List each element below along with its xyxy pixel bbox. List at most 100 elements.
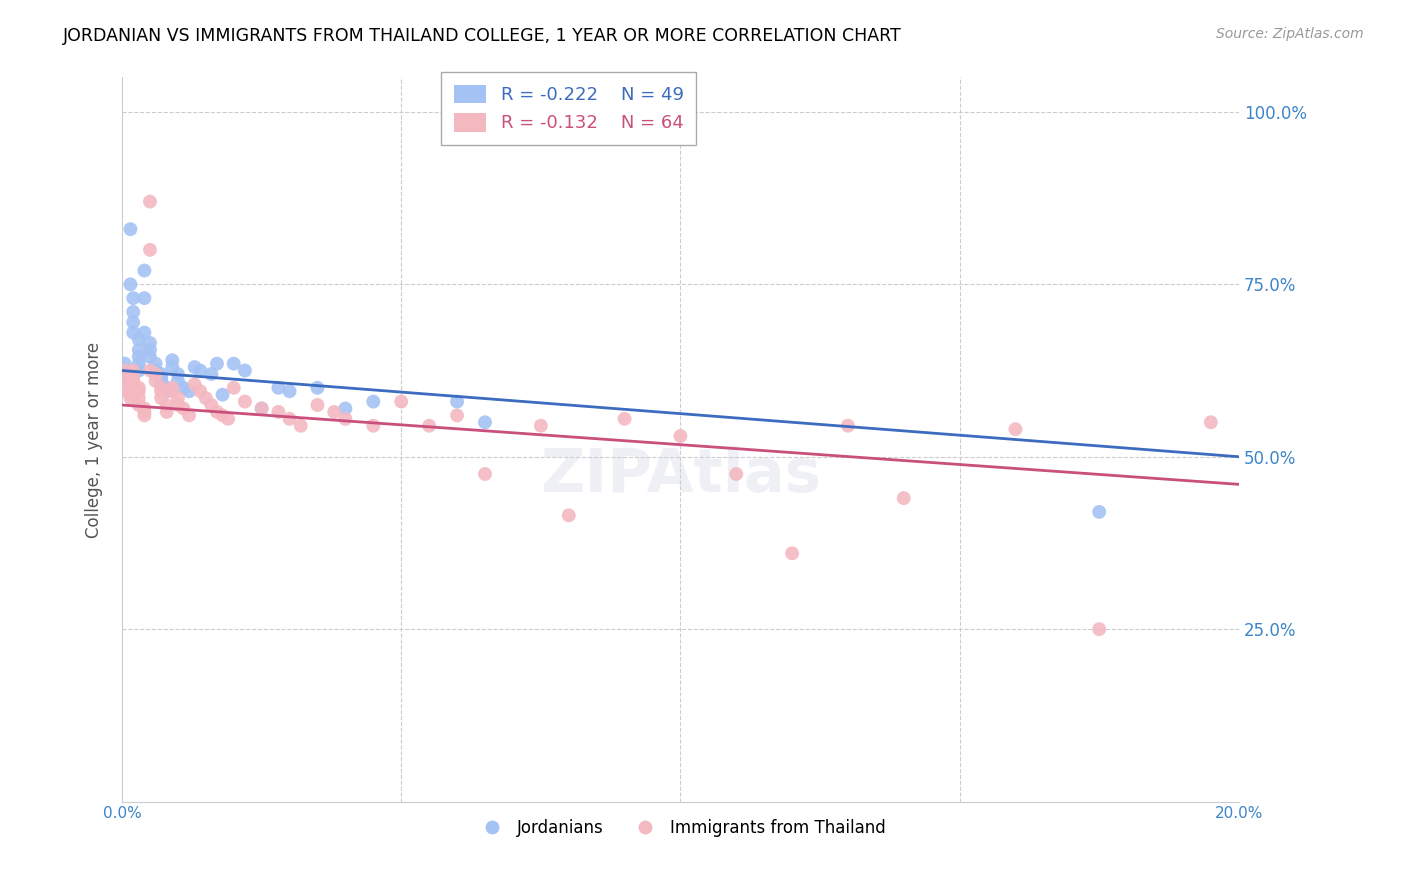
Point	[122, 363, 145, 377]
Point	[117, 370, 139, 384]
Point	[150, 391, 173, 405]
Point	[267, 405, 290, 419]
Point	[122, 315, 145, 329]
Point	[162, 360, 184, 375]
Point	[780, 546, 803, 560]
Point	[134, 291, 156, 305]
Text: JORDANIAN VS IMMIGRANTS FROM THAILAND COLLEGE, 1 YEAR OR MORE CORRELATION CHART: JORDANIAN VS IMMIGRANTS FROM THAILAND CO…	[63, 27, 903, 45]
Point	[233, 363, 256, 377]
Point	[837, 418, 859, 433]
Point	[150, 367, 173, 381]
Point	[446, 409, 468, 423]
Point	[128, 384, 150, 399]
Legend: Jordanians, Immigrants from Thailand: Jordanians, Immigrants from Thailand	[468, 813, 893, 844]
Point	[558, 508, 581, 523]
Point	[194, 391, 217, 405]
Point	[323, 405, 346, 419]
Point	[145, 357, 167, 371]
Point	[122, 374, 145, 388]
Point	[1088, 622, 1111, 636]
Point	[120, 222, 142, 236]
Point	[167, 398, 190, 412]
Point	[117, 367, 139, 381]
Point	[134, 326, 156, 340]
Point	[145, 363, 167, 377]
Point	[114, 363, 136, 377]
Point	[177, 409, 200, 423]
Point	[128, 363, 150, 377]
Point	[120, 391, 142, 405]
Point	[156, 405, 179, 419]
Point	[307, 398, 329, 412]
Point	[162, 381, 184, 395]
Point	[893, 491, 915, 505]
Point	[172, 401, 194, 416]
Point	[1004, 422, 1026, 436]
Point	[278, 412, 301, 426]
Point	[1199, 415, 1222, 429]
Point	[134, 405, 156, 419]
Point	[363, 394, 385, 409]
Point	[222, 381, 245, 395]
Text: ZIPAtlas: ZIPAtlas	[540, 446, 821, 505]
Point	[156, 398, 179, 412]
Point	[211, 409, 233, 423]
Point	[128, 343, 150, 357]
Point	[669, 429, 692, 443]
Point	[278, 384, 301, 399]
Point	[150, 381, 173, 395]
Point	[139, 194, 162, 209]
Point	[172, 381, 194, 395]
Point	[725, 467, 748, 481]
Point	[122, 370, 145, 384]
Point	[128, 398, 150, 412]
Point	[217, 412, 239, 426]
Point	[156, 381, 179, 395]
Point	[117, 384, 139, 399]
Point	[114, 357, 136, 371]
Point	[134, 263, 156, 277]
Point	[474, 467, 496, 481]
Point	[177, 384, 200, 399]
Point	[267, 381, 290, 395]
Point	[613, 412, 636, 426]
Text: Source: ZipAtlas.com: Source: ZipAtlas.com	[1216, 27, 1364, 41]
Point	[128, 391, 150, 405]
Point	[162, 384, 184, 399]
Point	[188, 384, 211, 399]
Point	[150, 384, 173, 399]
Point	[183, 360, 205, 375]
Point	[307, 381, 329, 395]
Point	[145, 374, 167, 388]
Point	[145, 367, 167, 381]
Point	[128, 350, 150, 364]
Point	[290, 418, 312, 433]
Point	[120, 387, 142, 401]
Point	[335, 401, 357, 416]
Point	[474, 415, 496, 429]
Point	[139, 350, 162, 364]
Point	[128, 333, 150, 347]
Y-axis label: College, 1 year or more: College, 1 year or more	[86, 342, 103, 538]
Point	[183, 377, 205, 392]
Point	[250, 401, 273, 416]
Point	[446, 394, 468, 409]
Point	[250, 401, 273, 416]
Point	[139, 343, 162, 357]
Point	[128, 381, 150, 395]
Point	[139, 335, 162, 350]
Point	[222, 357, 245, 371]
Point	[211, 387, 233, 401]
Point	[134, 401, 156, 416]
Point	[418, 418, 440, 433]
Point	[122, 305, 145, 319]
Point	[139, 363, 162, 377]
Point	[363, 418, 385, 433]
Point	[200, 398, 222, 412]
Point	[335, 412, 357, 426]
Point	[167, 367, 190, 381]
Point	[167, 391, 190, 405]
Point	[122, 326, 145, 340]
Point	[150, 374, 173, 388]
Point	[205, 357, 228, 371]
